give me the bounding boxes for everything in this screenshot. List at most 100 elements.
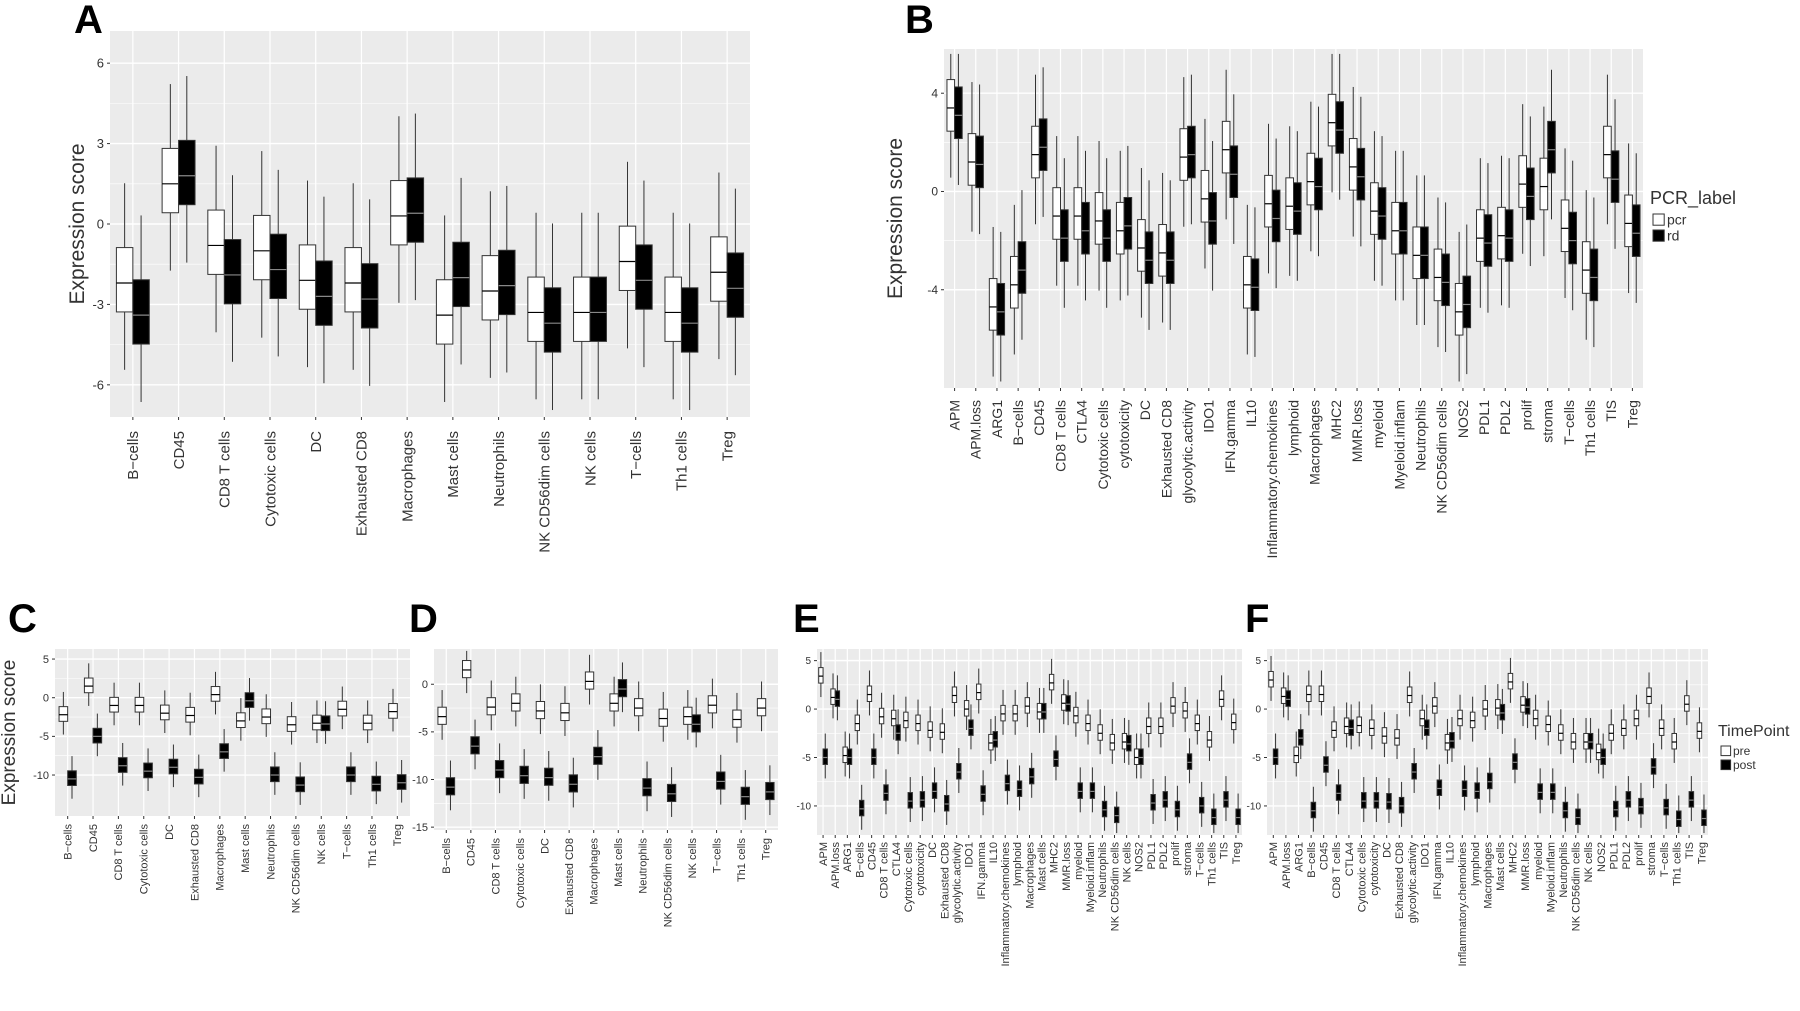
x-tick-label-e: myeloid — [1073, 842, 1085, 880]
box-body — [360, 263, 379, 329]
box-f-pre — [1658, 704, 1665, 750]
box-e-post — [846, 733, 853, 779]
box-b-rd — [1547, 69, 1556, 220]
panel-d: D -15 -10 -5 0 B−cells CD45 CD8 T cells Cytotox… — [409, 597, 778, 927]
box-body — [1073, 187, 1083, 240]
box-f-post — [1613, 785, 1619, 831]
box-body — [1457, 709, 1463, 727]
box-b-rd — [1187, 74, 1196, 225]
box-body — [573, 276, 591, 342]
box-a-rd — [406, 113, 425, 301]
box-body — [1200, 169, 1210, 223]
box-f-pre — [1469, 696, 1476, 742]
box-body — [462, 660, 472, 679]
box-b-rd — [1165, 180, 1175, 330]
box-body — [1109, 733, 1115, 751]
box-f-post — [1323, 741, 1329, 787]
box-b-rd — [975, 84, 984, 235]
y-axis-label-c: Expression score — [0, 660, 20, 806]
box-c-post — [346, 752, 356, 795]
box-e-pre — [1024, 682, 1030, 728]
box-body — [1272, 748, 1279, 765]
box-body — [143, 762, 153, 779]
panel-letter-c: C — [8, 597, 37, 641]
x-tick-label-f: Macrophages — [1482, 842, 1494, 909]
box-b-pcr — [1391, 150, 1400, 301]
box-body — [219, 743, 229, 759]
box-f-post — [1298, 714, 1304, 760]
box-d-pre — [756, 681, 767, 732]
box-d-pre — [486, 680, 496, 731]
box-body — [1676, 810, 1682, 827]
box-body — [976, 683, 982, 701]
box-c-pre — [388, 688, 398, 732]
box-a-rd — [315, 196, 333, 384]
x-tick-label-e: PDL1 — [1146, 842, 1158, 870]
box-e-pre — [1158, 702, 1164, 748]
legend-timepoint-key — [1720, 745, 1732, 757]
x-tick-label-f: NK CD56dim cells — [1571, 842, 1583, 932]
box-b-rd — [1144, 180, 1154, 330]
box-b-pcr — [1094, 140, 1104, 291]
box-body — [716, 771, 726, 790]
x-tick-label-e: APM — [818, 842, 830, 866]
box-d-pre — [584, 654, 595, 705]
x-tick-label-c: T−cells — [341, 824, 353, 860]
box-d-post — [494, 743, 505, 794]
box-body — [1381, 727, 1388, 744]
y-tick-label-c: -10 — [33, 770, 49, 782]
box-body — [1331, 721, 1337, 738]
box-b-rd — [1483, 163, 1493, 313]
box-body — [866, 685, 873, 703]
x-tick-label-e: cytotoxicity — [915, 842, 927, 896]
box-body — [1053, 750, 1059, 767]
box-f-post — [1373, 777, 1380, 823]
box-body — [1121, 732, 1128, 750]
box-f-post — [1386, 778, 1392, 823]
box-body — [1621, 719, 1627, 736]
box-body — [609, 693, 619, 712]
x-tick-label-f: Inflammatory.chemokines — [1457, 842, 1469, 967]
box-body — [1158, 717, 1164, 734]
x-tick-label-e: ARG1 — [842, 842, 854, 872]
box-body — [732, 709, 742, 728]
x-tick-label-f: Mast cells — [1495, 842, 1507, 891]
x-tick-label-e: Macrophages — [1024, 842, 1036, 909]
x-tick-label-f: CD45 — [1319, 842, 1331, 870]
x-tick-label-b: Treg — [1624, 400, 1640, 428]
box-e-pre — [1206, 716, 1213, 761]
box-e-post — [1065, 680, 1071, 726]
box-e-pre — [903, 696, 909, 742]
box-d-post — [617, 662, 628, 713]
box-c-post — [371, 761, 382, 805]
x-tick-label-f: Neutrophils — [1558, 842, 1570, 898]
box-e-post — [980, 770, 986, 816]
box-body — [1221, 120, 1231, 174]
box-d-pre — [634, 681, 644, 732]
box-body — [1412, 226, 1422, 280]
box-e-post — [1186, 738, 1193, 784]
x-tick-label-c: Macrophages — [215, 824, 227, 891]
y-tick-label-d: -10 — [412, 774, 428, 786]
box-body — [1218, 690, 1225, 707]
box-a-rd — [269, 169, 287, 357]
box-body — [406, 177, 425, 243]
box-e-pre — [1170, 682, 1176, 728]
x-tick-label-e: MMR.loss — [1061, 842, 1073, 891]
x-tick-label-b: stroma — [1540, 400, 1556, 443]
box-c-post — [92, 713, 103, 757]
box-body — [1625, 791, 1632, 808]
x-tick-label-e: Treg — [1231, 842, 1243, 864]
box-e-pre — [891, 694, 897, 740]
x-tick-label-f: TIS — [1684, 842, 1696, 859]
box-d-post — [765, 765, 775, 816]
x-tick-label-d: Th1 cells — [736, 838, 748, 883]
x-tick-label-e: Inflammatory.chemokines — [1000, 842, 1012, 967]
box-b-rd — [954, 53, 963, 185]
box-body — [963, 700, 970, 717]
box-body — [1539, 157, 1549, 211]
box-e-post — [1101, 785, 1108, 831]
box-body — [298, 244, 317, 310]
x-tick-label-b: prolif — [1518, 400, 1534, 430]
